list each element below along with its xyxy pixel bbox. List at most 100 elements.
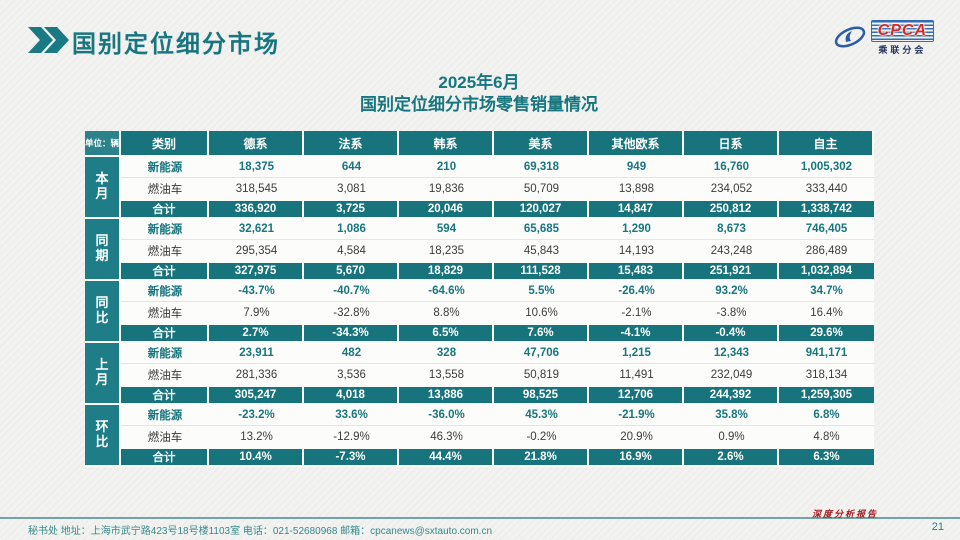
table-row: 环比 新能源 -23.2% 33.6% -36.0% 45.3% -21.9% … bbox=[85, 405, 874, 467]
cell: 0.9% bbox=[684, 426, 779, 447]
cell: 6.5% bbox=[399, 323, 494, 343]
cell: 234,052 bbox=[684, 178, 779, 199]
report-series-label: 深度分析报告 bbox=[811, 509, 878, 519]
cell: 18,235 bbox=[399, 240, 494, 261]
cell: 232,049 bbox=[684, 364, 779, 385]
cell: 336,920 bbox=[209, 199, 304, 219]
cell: 327,975 bbox=[209, 261, 304, 281]
row-label: 燃油车 bbox=[121, 426, 209, 447]
cell: 16.9% bbox=[589, 447, 684, 467]
cell: 12,343 bbox=[684, 343, 779, 364]
row-label: 新能源 bbox=[121, 405, 209, 426]
cell: 13.2% bbox=[209, 426, 304, 447]
row-label: 新能源 bbox=[121, 281, 209, 302]
cell: 8,673 bbox=[684, 219, 779, 240]
row-group-label: 上月 bbox=[85, 343, 121, 405]
cell: 16,760 bbox=[684, 157, 779, 178]
cell: -23.2% bbox=[209, 405, 304, 426]
row-group-label: 本月 bbox=[85, 157, 121, 219]
row-label: 新能源 bbox=[121, 219, 209, 240]
table-row: 燃油车 281,336 3,536 13,558 50,819 11,491 2… bbox=[85, 364, 874, 385]
cell: -32.8% bbox=[304, 302, 399, 323]
table-row: 燃油车 295,354 4,584 18,235 45,843 14,193 2… bbox=[85, 240, 874, 261]
cell: 120,027 bbox=[494, 199, 589, 219]
cell: 35.8% bbox=[684, 405, 779, 426]
cell: 949 bbox=[589, 157, 684, 178]
cell: 13,886 bbox=[399, 385, 494, 405]
table-title-line1: 2025年6月 bbox=[438, 73, 520, 92]
col-header: 其他欧系 bbox=[589, 131, 684, 157]
cell: 3,725 bbox=[304, 199, 399, 219]
cell: 1,005,302 bbox=[779, 157, 874, 178]
cell: 8.8% bbox=[399, 302, 494, 323]
cell: 18,829 bbox=[399, 261, 494, 281]
cell: 7.6% bbox=[494, 323, 589, 343]
row-label: 合计 bbox=[121, 261, 209, 281]
cell: 1,215 bbox=[589, 343, 684, 364]
cell: 3,081 bbox=[304, 178, 399, 199]
cell: -0.2% bbox=[494, 426, 589, 447]
cell: 34.7% bbox=[779, 281, 874, 302]
row-group-label: 同期 bbox=[85, 219, 121, 281]
col-header: 德系 bbox=[209, 131, 304, 157]
cell: 1,259,305 bbox=[779, 385, 874, 405]
cell: 44.4% bbox=[399, 447, 494, 467]
col-header: 法系 bbox=[304, 131, 399, 157]
cell: 10.4% bbox=[209, 447, 304, 467]
cell: 6.3% bbox=[779, 447, 874, 467]
cell: 482 bbox=[304, 343, 399, 364]
cell: 644 bbox=[304, 157, 399, 178]
cell: 14,193 bbox=[589, 240, 684, 261]
table-row: 合计 305,247 4,018 13,886 98,525 12,706 24… bbox=[85, 385, 874, 405]
cell: -34.3% bbox=[304, 323, 399, 343]
cell: -26.4% bbox=[589, 281, 684, 302]
col-header: 日系 bbox=[684, 131, 779, 157]
table-title-line2: 国别定位细分市场零售销量情况 bbox=[360, 95, 598, 114]
cell: 318,134 bbox=[779, 364, 874, 385]
cell: -21.9% bbox=[589, 405, 684, 426]
row-label: 燃油车 bbox=[121, 302, 209, 323]
cell: 318,545 bbox=[209, 178, 304, 199]
table-row: 同比 新能源 -43.7% -40.7% -64.6% 5.5% -26.4% … bbox=[85, 281, 874, 343]
cell: 3,536 bbox=[304, 364, 399, 385]
cell: 286,489 bbox=[779, 240, 874, 261]
cell: 32,621 bbox=[209, 219, 304, 240]
table-row: 燃油车 318,545 3,081 19,836 50,709 13,898 2… bbox=[85, 178, 874, 199]
cell: 50,819 bbox=[494, 364, 589, 385]
cell: 19,836 bbox=[399, 178, 494, 199]
cell: 5.5% bbox=[494, 281, 589, 302]
cell: 328 bbox=[399, 343, 494, 364]
cell: 23,911 bbox=[209, 343, 304, 364]
cell: 1,338,742 bbox=[779, 199, 874, 219]
cell: -4.1% bbox=[589, 323, 684, 343]
page-number: 21 bbox=[931, 521, 944, 533]
row-label: 燃油车 bbox=[121, 364, 209, 385]
cpca-swoosh-icon bbox=[834, 26, 865, 48]
cell: 50,709 bbox=[494, 178, 589, 199]
cell: 15,483 bbox=[589, 261, 684, 281]
row-label: 燃油车 bbox=[121, 178, 209, 199]
table-row: 本月 新能源 18,375 644 210 69,318 949 16,760 … bbox=[85, 157, 874, 219]
col-header: 美系 bbox=[494, 131, 589, 157]
cpca-logo-text: CPCA bbox=[870, 20, 934, 42]
cell: 47,706 bbox=[494, 343, 589, 364]
row-group-label: 同比 bbox=[85, 281, 121, 343]
row-label: 新能源 bbox=[121, 343, 209, 364]
col-header: 自主 bbox=[779, 131, 874, 157]
table-row: 合计 10.4% -7.3% 44.4% 21.8% 16.9% 2.6% 6.… bbox=[85, 447, 874, 467]
table-row: 上月 新能源 23,911 482 328 47,706 1,215 12,34… bbox=[85, 343, 874, 405]
cell: 1,086 bbox=[304, 219, 399, 240]
cell: 7.9% bbox=[209, 302, 304, 323]
cell: 93.2% bbox=[684, 281, 779, 302]
cell: -7.3% bbox=[304, 447, 399, 467]
cell: -36.0% bbox=[399, 405, 494, 426]
cell: 1,290 bbox=[589, 219, 684, 240]
cell: 941,171 bbox=[779, 343, 874, 364]
cell: 46.3% bbox=[399, 426, 494, 447]
row-label: 合计 bbox=[121, 199, 209, 219]
cell: 14,847 bbox=[589, 199, 684, 219]
cell: 2.7% bbox=[209, 323, 304, 343]
cell: -43.7% bbox=[209, 281, 304, 302]
table-row: 合计 2.7% -34.3% 6.5% 7.6% -4.1% -0.4% 29.… bbox=[85, 323, 874, 343]
